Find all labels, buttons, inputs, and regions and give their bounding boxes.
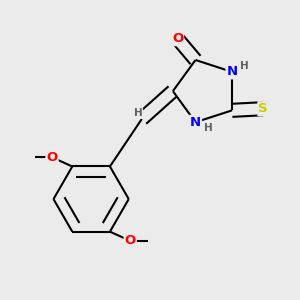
Text: N: N <box>190 116 201 129</box>
Text: H: H <box>240 61 249 71</box>
Text: O: O <box>124 234 136 247</box>
Text: H: H <box>134 108 142 118</box>
Text: S: S <box>258 102 268 115</box>
Text: N: N <box>226 65 238 78</box>
Text: H: H <box>204 123 212 133</box>
Text: O: O <box>46 151 58 164</box>
Text: O: O <box>172 32 183 45</box>
